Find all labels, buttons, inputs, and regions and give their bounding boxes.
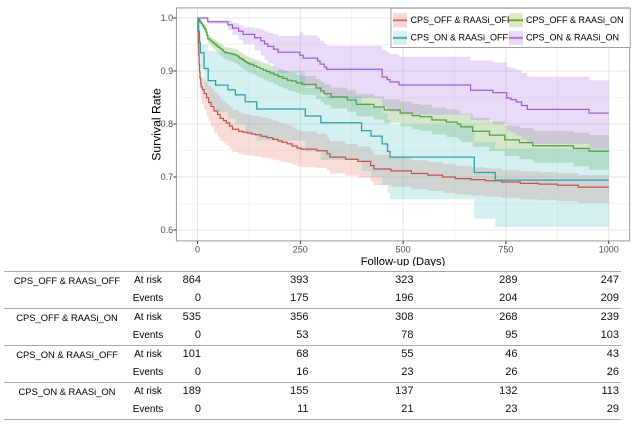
svg-text:1.0: 1.0 <box>161 13 174 23</box>
svg-text:0.9: 0.9 <box>161 66 174 76</box>
svg-text:0.7: 0.7 <box>161 172 174 182</box>
svg-text:750: 750 <box>498 245 513 255</box>
svg-text:500: 500 <box>396 245 411 255</box>
svg-text:0.6: 0.6 <box>161 225 174 235</box>
svg-text:1000: 1000 <box>599 245 619 255</box>
svg-text:0.8: 0.8 <box>161 119 174 129</box>
svg-text:250: 250 <box>293 245 308 255</box>
svg-text:CPS_OFF & RAASi_OFF: CPS_OFF & RAASi_OFF <box>411 15 514 25</box>
svg-text:CPS_ON & RAASi_ON: CPS_ON & RAASi_ON <box>526 33 619 43</box>
svg-text:Survival Rate: Survival Rate <box>150 88 164 161</box>
svg-text:0: 0 <box>195 245 200 255</box>
svg-text:Follow-up (Days): Follow-up (Days) <box>361 256 446 266</box>
svg-text:CPS_ON & RAASi_OFF: CPS_ON & RAASi_OFF <box>411 33 509 43</box>
svg-text:CPS_OFF & RAASi_ON: CPS_OFF & RAASi_ON <box>526 15 624 25</box>
